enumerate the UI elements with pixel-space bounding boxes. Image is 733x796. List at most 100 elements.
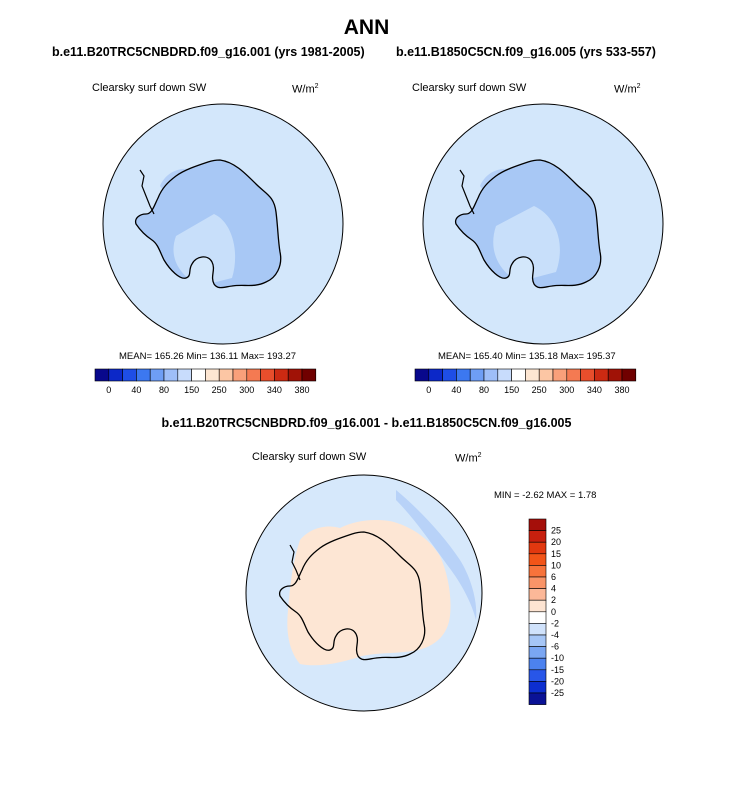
panel3-colorbar-box — [528, 588, 547, 601]
panel1-colorbar-label: 150 — [184, 385, 199, 395]
panel2-colorbar-label: 380 — [614, 385, 629, 395]
panel1-units: W/m2 — [292, 83, 319, 96]
panel2-colorbar-label: 0 — [426, 385, 431, 395]
panel3-colorbar-label: -2 — [551, 618, 559, 628]
panel1-colorbar-label: 40 — [131, 385, 141, 395]
panel1-peninsula-coast — [139, 169, 155, 215]
panel1-colorbar-label: 380 — [294, 385, 309, 395]
panel1-colorbar-box — [94, 368, 110, 382]
panel2-colorbar-box — [580, 368, 595, 382]
panel1-colorbar-box — [287, 368, 303, 382]
panel2-colorbar-box — [428, 368, 443, 382]
panel1-stats: MEAN= 165.26 Min= 136.11 Max= 193.27 — [119, 351, 297, 362]
panel3-colorbar-label: -10 — [551, 653, 564, 663]
panel2-colorbar-box — [552, 368, 568, 382]
panel2-colorbar-box — [497, 368, 512, 382]
panel3-map-border — [245, 474, 483, 712]
panel3-colorbar-box — [528, 669, 547, 682]
panel3-colorbar-box — [528, 681, 547, 694]
panel3-negative-band — [396, 490, 477, 620]
panel2-variable: Clearsky surf down SW — [412, 82, 527, 94]
panel3-peninsula-coast — [289, 544, 301, 581]
panel2-peninsula-coast — [459, 169, 475, 215]
panel3-title: b.e11.B20TRC5CNBDRD.f09_g16.001 - b.e11.… — [161, 416, 572, 430]
panel2-colorbar-box — [469, 368, 485, 382]
panel1-colorbar-box — [301, 368, 317, 382]
panel3-colorbar-label: 20 — [551, 537, 561, 547]
panel3-colorbar-box — [528, 634, 547, 647]
panel1-colorbar: 0 40 80 150 250 300 340 380 — [94, 368, 317, 395]
panel2-colorbar-box — [566, 368, 581, 382]
panel3-colorbar-label: 2 — [551, 595, 556, 605]
panel2-colorbar-label: 40 — [451, 385, 461, 395]
panel2-colorbar-label: 150 — [504, 385, 519, 395]
panel1-colorbar-box — [108, 368, 123, 382]
panel2-colorbar: 0 40 80 150 250 300 340 380 — [414, 368, 637, 395]
panel2-colorbar-box — [442, 368, 457, 382]
panel3-colorbar-box — [528, 646, 547, 659]
panel1-colorbar-label: 300 — [239, 385, 254, 395]
panel3-colorbar-box — [528, 611, 547, 624]
panel2-title: b.e11.B1850C5CN.f09_g16.005 (yrs 533-557… — [396, 45, 656, 59]
panel3-colorbar-label: 4 — [551, 584, 556, 594]
panel1-colorbar-box — [149, 368, 165, 382]
panel2-colorbar-box — [511, 368, 526, 382]
panel1-colorbar-box — [177, 368, 192, 382]
panel2-colorbar-label: 250 — [532, 385, 547, 395]
panel3-stats: MIN = -2.62 MAX = 1.78 — [494, 490, 597, 501]
panel3-colorbar-label: -25 — [551, 688, 564, 698]
panel1-east-field — [173, 214, 236, 286]
panel1-colorbar-box — [191, 368, 206, 382]
panel3-positive-field — [287, 520, 451, 666]
panel2-colorbar-box — [538, 368, 554, 382]
panel2-colorbar-box — [414, 368, 430, 382]
panel2-units: W/m2 — [614, 83, 641, 96]
panel1-colorbar-box — [205, 368, 220, 382]
panel3-colorbar-label: 0 — [551, 607, 556, 617]
panel1-colorbar-box — [218, 368, 234, 382]
panel1-title: b.e11.B20TRC5CNBDRD.f09_g16.001 (yrs 198… — [52, 45, 365, 59]
panel3-map — [245, 474, 483, 712]
panel1-colorbar-box — [136, 368, 151, 382]
panel3-colorbar-box — [528, 565, 547, 578]
panel1-colorbar-label: 80 — [159, 385, 169, 395]
figure-title: ANN — [343, 16, 390, 39]
panel3-colorbar-label: 10 — [551, 560, 561, 570]
panel3-colorbar-box — [528, 623, 547, 636]
panel2-colorbar-label: 340 — [587, 385, 602, 395]
panel2-colorbar-box — [621, 368, 637, 382]
panel3-colorbar-label: 6 — [551, 572, 556, 582]
panel2-colorbar-box — [594, 368, 609, 382]
panel3-colorbar-label: -15 — [551, 665, 564, 675]
panel3-colorbar-label: -4 — [551, 630, 559, 640]
panel3-colorbar-box — [528, 599, 547, 613]
panel3-colorbar-label: 15 — [551, 549, 561, 559]
panel1-colorbar-label: 250 — [212, 385, 227, 395]
panel2-colorbar-label: 300 — [559, 385, 574, 395]
panel1-variable: Clearsky surf down SW — [92, 82, 207, 94]
panel2-stats: MEAN= 165.40 Min= 135.18 Max= 195.37 — [438, 351, 616, 362]
panel3-colorbar-box — [528, 576, 547, 589]
panel1-map-border — [102, 103, 344, 345]
panel1-colorbar-label: 0 — [106, 385, 111, 395]
panel3-colorbar-box — [528, 553, 547, 566]
panel3-variable: Clearsky surf down SW — [252, 451, 367, 463]
panel2-map — [422, 103, 664, 345]
panel3-colorbar-box — [528, 657, 547, 671]
panel2-colorbar-label: 80 — [479, 385, 489, 395]
panel1-colorbar-box — [232, 368, 248, 382]
panel3-colorbar-box — [528, 518, 547, 531]
panel3-colorbar-box — [528, 692, 547, 705]
panel3-colorbar-box — [528, 530, 547, 543]
panel2-colorbar-box — [483, 368, 499, 382]
panel2-map-border — [422, 103, 664, 345]
panel3-colorbar-label: 25 — [551, 526, 561, 536]
panel2-colorbar-box — [456, 368, 471, 382]
panel1-colorbar-box — [246, 368, 261, 382]
panel1-colorbar-box — [122, 368, 137, 382]
panel1-colorbar-box — [274, 368, 289, 382]
panel2-colorbar-box — [607, 368, 623, 382]
panel3-units: W/m2 — [455, 452, 482, 465]
